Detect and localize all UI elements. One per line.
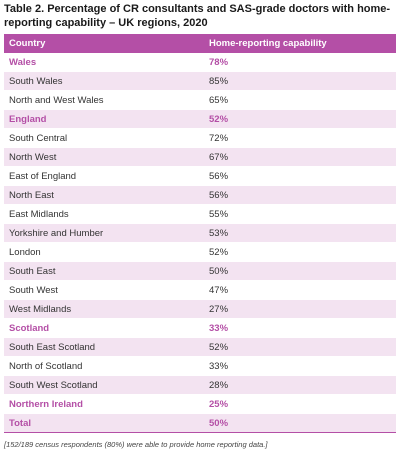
- region-name: London: [4, 242, 204, 262]
- table-row: South West Scotland 28%: [4, 375, 396, 395]
- region-name: North West: [4, 147, 204, 167]
- table-body: Wales 78% South Wales 85% North and West Wal…: [4, 52, 396, 433]
- table-row: South Central 72%: [4, 128, 396, 148]
- capability-value: 72%: [204, 128, 396, 148]
- region-name: South East Scotland: [4, 337, 204, 357]
- table-row: England 52%: [4, 109, 396, 129]
- header-country: Country: [4, 34, 204, 53]
- region-name: North and West Wales: [4, 90, 204, 110]
- table-row: Total 50%: [4, 413, 396, 433]
- capability-table: Country Home-reporting capability Wales 7…: [4, 34, 396, 433]
- region-name: Wales: [4, 52, 204, 72]
- table-row: Northern Ireland 25%: [4, 394, 396, 414]
- table-row: South East Scotland 52%: [4, 337, 396, 357]
- table-row: North of Scotland 33%: [4, 356, 396, 376]
- table-row: North East 56%: [4, 185, 396, 205]
- table-row: North West 67%: [4, 147, 396, 167]
- capability-value: 65%: [204, 90, 396, 110]
- table-row: South Wales 85%: [4, 71, 396, 91]
- region-name: East of England: [4, 166, 204, 186]
- capability-value: 56%: [204, 166, 396, 186]
- region-name: South East: [4, 261, 204, 281]
- region-name: West Midlands: [4, 299, 204, 319]
- region-name: East Midlands: [4, 204, 204, 224]
- region-name: North of Scotland: [4, 356, 204, 376]
- region-name: England: [4, 109, 204, 129]
- capability-value: 52%: [204, 109, 396, 129]
- region-name: South Wales: [4, 71, 204, 91]
- capability-value: 50%: [204, 261, 396, 281]
- region-name: North East: [4, 185, 204, 205]
- table-row: Yorkshire and Humber 53%: [4, 223, 396, 243]
- region-name: Scotland: [4, 318, 204, 338]
- region-name: South West Scotland: [4, 375, 204, 395]
- capability-value: 50%: [204, 413, 396, 433]
- table-header-row: Country Home-reporting capability: [4, 34, 396, 53]
- region-name: Total: [4, 413, 204, 433]
- region-name: South Central: [4, 128, 204, 148]
- capability-value: 55%: [204, 204, 396, 224]
- table-row: South East 50%: [4, 261, 396, 281]
- capability-value: 56%: [204, 185, 396, 205]
- region-name: Yorkshire and Humber: [4, 223, 204, 243]
- capability-value: 27%: [204, 299, 396, 319]
- capability-value: 47%: [204, 280, 396, 300]
- capability-value: 33%: [204, 356, 396, 376]
- header-capability: Home-reporting capability: [204, 34, 396, 53]
- capability-value: 53%: [204, 223, 396, 243]
- footnote: [152/189 census respondents (80%) were a…: [4, 440, 268, 449]
- capability-value: 78%: [204, 52, 396, 72]
- table-row: East Midlands 55%: [4, 204, 396, 224]
- table-row: Wales 78%: [4, 52, 396, 72]
- table-row: London 52%: [4, 242, 396, 262]
- table-row: West Midlands 27%: [4, 299, 396, 319]
- capability-value: 25%: [204, 394, 396, 414]
- region-name: South West: [4, 280, 204, 300]
- capability-value: 28%: [204, 375, 396, 395]
- capability-value: 85%: [204, 71, 396, 91]
- table-row: South West 47%: [4, 280, 396, 300]
- region-name: Northern Ireland: [4, 394, 204, 414]
- table-title: Table 2. Percentage of CR consultants an…: [4, 3, 391, 29]
- capability-value: 67%: [204, 147, 396, 167]
- capability-value: 52%: [204, 337, 396, 357]
- table-row: East of England 56%: [4, 166, 396, 186]
- capability-value: 52%: [204, 242, 396, 262]
- table-row: North and West Wales 65%: [4, 90, 396, 110]
- capability-value: 33%: [204, 318, 396, 338]
- table-row: Scotland 33%: [4, 318, 396, 338]
